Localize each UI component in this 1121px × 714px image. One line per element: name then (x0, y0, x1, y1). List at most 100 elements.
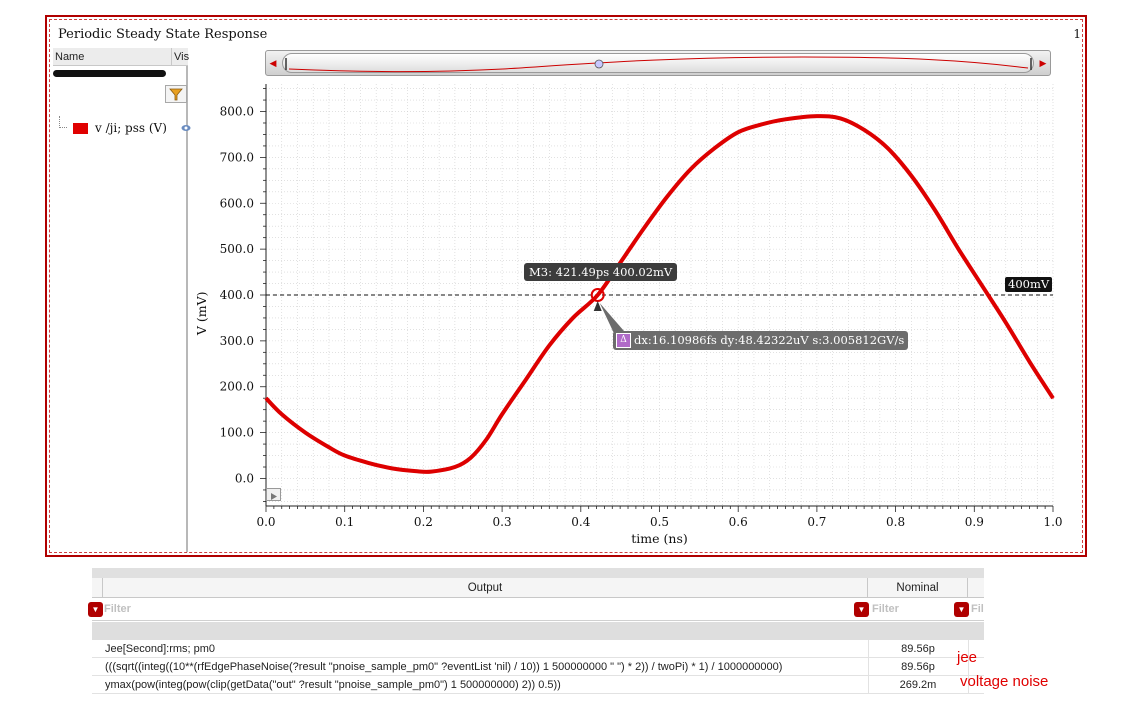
series-point (784, 118, 787, 120)
extra-filter-input[interactable]: Fil (971, 603, 984, 615)
series-point (863, 129, 865, 131)
series-point (690, 168, 692, 170)
delta-label-pointer (599, 302, 626, 337)
annotation-jee: jee (957, 649, 978, 666)
series-point (643, 227, 645, 230)
nominal-value: 89.56p (901, 643, 935, 655)
output-expression: (((sqrt((integ((10**(rfEdgePhaseNoise(?r… (105, 661, 783, 673)
marker-m3-label[interactable]: M3: 421.49ps 400.02mV (524, 263, 678, 281)
horizontal-marker-tag[interactable]: 400mV (1005, 277, 1053, 292)
x-tick-label: 0.5 (650, 515, 669, 529)
x-tick-label: 1.0 (1043, 515, 1062, 529)
x-tick-label: 0.1 (335, 515, 354, 529)
x-tick-label: 0.0 (256, 515, 275, 529)
series-point (501, 413, 503, 415)
delta-icon: Δ (616, 333, 631, 348)
series-point (1052, 397, 1054, 399)
trace-filter-button[interactable] (165, 85, 187, 103)
y-tick-label: 500.0 (220, 242, 254, 256)
zoom-overview-trace (285, 56, 1032, 73)
zoom-thumb[interactable] (282, 53, 1034, 73)
y-tick-label: 800.0 (220, 105, 254, 119)
scroll-right-icon[interactable]: ▶ (1039, 58, 1047, 68)
series-point (281, 413, 283, 415)
series-line (264, 114, 1055, 474)
table-row[interactable]: (((sqrt((integ((10**(rfEdgePhaseNoise(?r… (92, 658, 984, 676)
series-point (887, 147, 889, 149)
play-icon (271, 493, 277, 500)
subwindow-number[interactable]: 1 (1073, 27, 1081, 41)
zoom-scroll-strip[interactable]: ◀ ▶ (265, 50, 1051, 76)
trace-list-scrollbar[interactable] (53, 70, 166, 77)
column-header-visibility[interactable]: Vis (171, 48, 189, 66)
outputs-table: Output Nominal ▼ Filter ▼ Filter ▼ Fil J… (88, 568, 984, 698)
column-header-name[interactable]: Name (55, 51, 85, 63)
scroll-left-icon[interactable]: ◀ (269, 58, 277, 68)
series-point (485, 438, 487, 441)
series-point (328, 446, 330, 448)
x-tick-label: 0.2 (414, 515, 433, 529)
y-tick-label: 0.0 (235, 471, 254, 485)
y-tick-label: 100.0 (220, 426, 254, 440)
series-point (1028, 360, 1030, 363)
series-point (981, 285, 983, 287)
y-tick-label: 600.0 (220, 196, 254, 210)
table-top-bar (92, 568, 984, 578)
series-point (414, 470, 417, 472)
filter-dropdown-icon[interactable]: ▼ (954, 602, 969, 617)
output-expression: Jee[Second]:rms; pm0 (105, 643, 216, 655)
x-tick-label: 0.3 (493, 515, 512, 529)
x-tick-label: 0.9 (965, 515, 984, 529)
series-point (1005, 321, 1007, 324)
filter-dropdown-icon[interactable]: ▼ (88, 602, 103, 617)
x-tick-label: 0.7 (807, 515, 826, 529)
series-point (713, 147, 716, 149)
filter-row: ▼ Filter ▼ Filter ▼ Fil (88, 599, 984, 621)
filter-dropdown-icon[interactable]: ▼ (854, 602, 869, 617)
marker-pointer-icon (593, 300, 602, 311)
y-tick-label: 300.0 (220, 334, 254, 348)
annotation-voltage-noise: voltage noise (960, 673, 1049, 690)
trace-row[interactable]: v /ji; pss (V) (59, 116, 191, 138)
waveform-window: Periodic Steady State Response 1 Name Vi… (45, 15, 1087, 557)
delta-marker-label[interactable]: Δ dx:16.10986fs dy:48.42322uV s:3.005812… (613, 331, 908, 350)
table-row[interactable]: Jee[Second]:rms; pm0 89.56p (92, 640, 984, 658)
output-filter-input[interactable]: Filter (104, 603, 131, 615)
delta-marker-text: dx:16.10986fs dy:48.42322uV s:3.005812GV… (634, 333, 905, 347)
series-point (597, 294, 599, 296)
y-tick-label: 400.0 (220, 288, 254, 302)
x-tick-label: 0.8 (886, 515, 905, 529)
series-point (430, 470, 432, 473)
nominal-value: 89.56p (901, 661, 935, 673)
series-point (548, 344, 550, 347)
x-tick-label: 0.4 (571, 515, 590, 529)
eye-icon[interactable] (181, 122, 191, 134)
series-point (304, 432, 306, 434)
column-header-nominal[interactable]: Nominal (868, 578, 968, 598)
series-point (525, 379, 527, 381)
column-header-output[interactable]: Output (102, 578, 868, 598)
play-button[interactable] (266, 488, 281, 501)
series-point (572, 317, 574, 319)
filter-icon (169, 88, 183, 101)
series-point (391, 467, 393, 469)
series-point (761, 123, 763, 125)
nominal-filter-input[interactable]: Filter (872, 603, 899, 615)
trace-list-header: Name Vis (53, 48, 189, 66)
series-point (910, 175, 912, 177)
series-point (470, 457, 472, 459)
series-point (839, 117, 842, 120)
y-tick-label: 700.0 (220, 150, 254, 164)
series-point (957, 248, 960, 250)
table-header: Output Nominal (92, 578, 984, 598)
table-row[interactable]: ymax(pow(integ(pow(clip(getData("out" ?r… (92, 676, 984, 694)
nominal-value: 269.2m (899, 679, 937, 691)
group-row[interactable] (92, 622, 984, 640)
trace-label[interactable]: v /ji; pss (V) (95, 121, 167, 135)
plot-area[interactable]: 0.0 0.1 0.2 0.3 0.4 0.5 0.6 0.7 0.8 0.9 1.0 0.0 100.… (47, 17, 1089, 559)
tree-connector (59, 116, 67, 128)
series-point (666, 195, 668, 197)
y-tick-label: 200.0 (220, 380, 254, 394)
series-point (737, 131, 739, 133)
series-point (367, 462, 369, 464)
